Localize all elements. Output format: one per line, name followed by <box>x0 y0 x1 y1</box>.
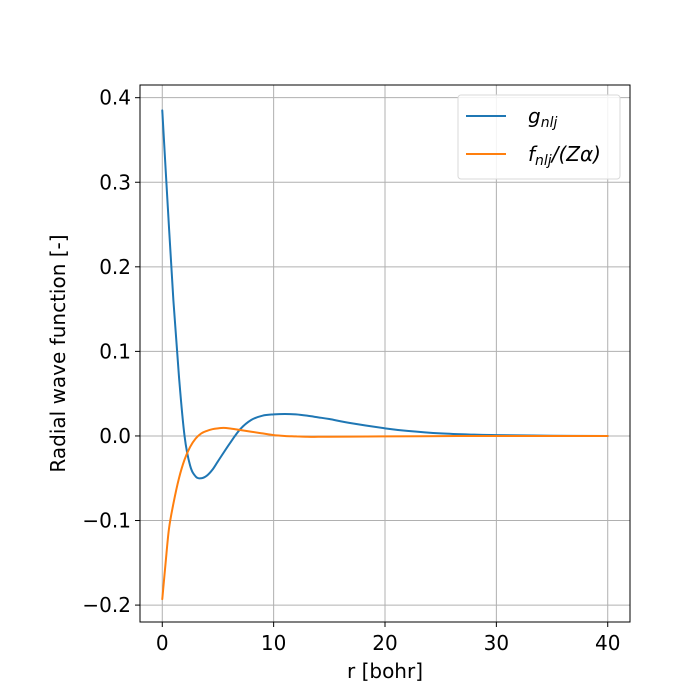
x-tick-label: 40 <box>595 631 620 655</box>
legend-entry-label: fnlj/(Zα) <box>528 142 601 169</box>
series-lines <box>161 109 609 601</box>
y-tick-label: 0.1 <box>99 339 131 363</box>
legend: gnlj fnlj/(Zα) <box>457 94 621 180</box>
axis-ticks: 0 10 20 30 40 −0.2 −0.1 0.0 0.1 0.2 0.3 0.4 <box>82 86 620 655</box>
y-tick-label: 0.2 <box>99 255 131 279</box>
x-tick-label: 30 <box>484 631 509 655</box>
grid-lines <box>140 85 630 622</box>
x-tick-label: 20 <box>372 631 397 655</box>
series-line-f <box>161 426 609 601</box>
x-tick-label: 0 <box>156 631 169 655</box>
y-tick-label: 0.4 <box>99 86 131 110</box>
x-tick-label: 10 <box>261 631 286 655</box>
y-tick-label: 0.3 <box>99 170 131 194</box>
y-axis-label: Radial wave function [-] <box>46 234 70 472</box>
y-tick-label: −0.2 <box>82 593 131 617</box>
y-tick-label: 0.0 <box>99 424 131 448</box>
series-line-g <box>161 109 609 480</box>
x-axis-label: r [bohr] <box>347 659 423 683</box>
legend-entry-label: gnlj <box>528 104 557 131</box>
y-tick-label: −0.1 <box>82 509 131 533</box>
